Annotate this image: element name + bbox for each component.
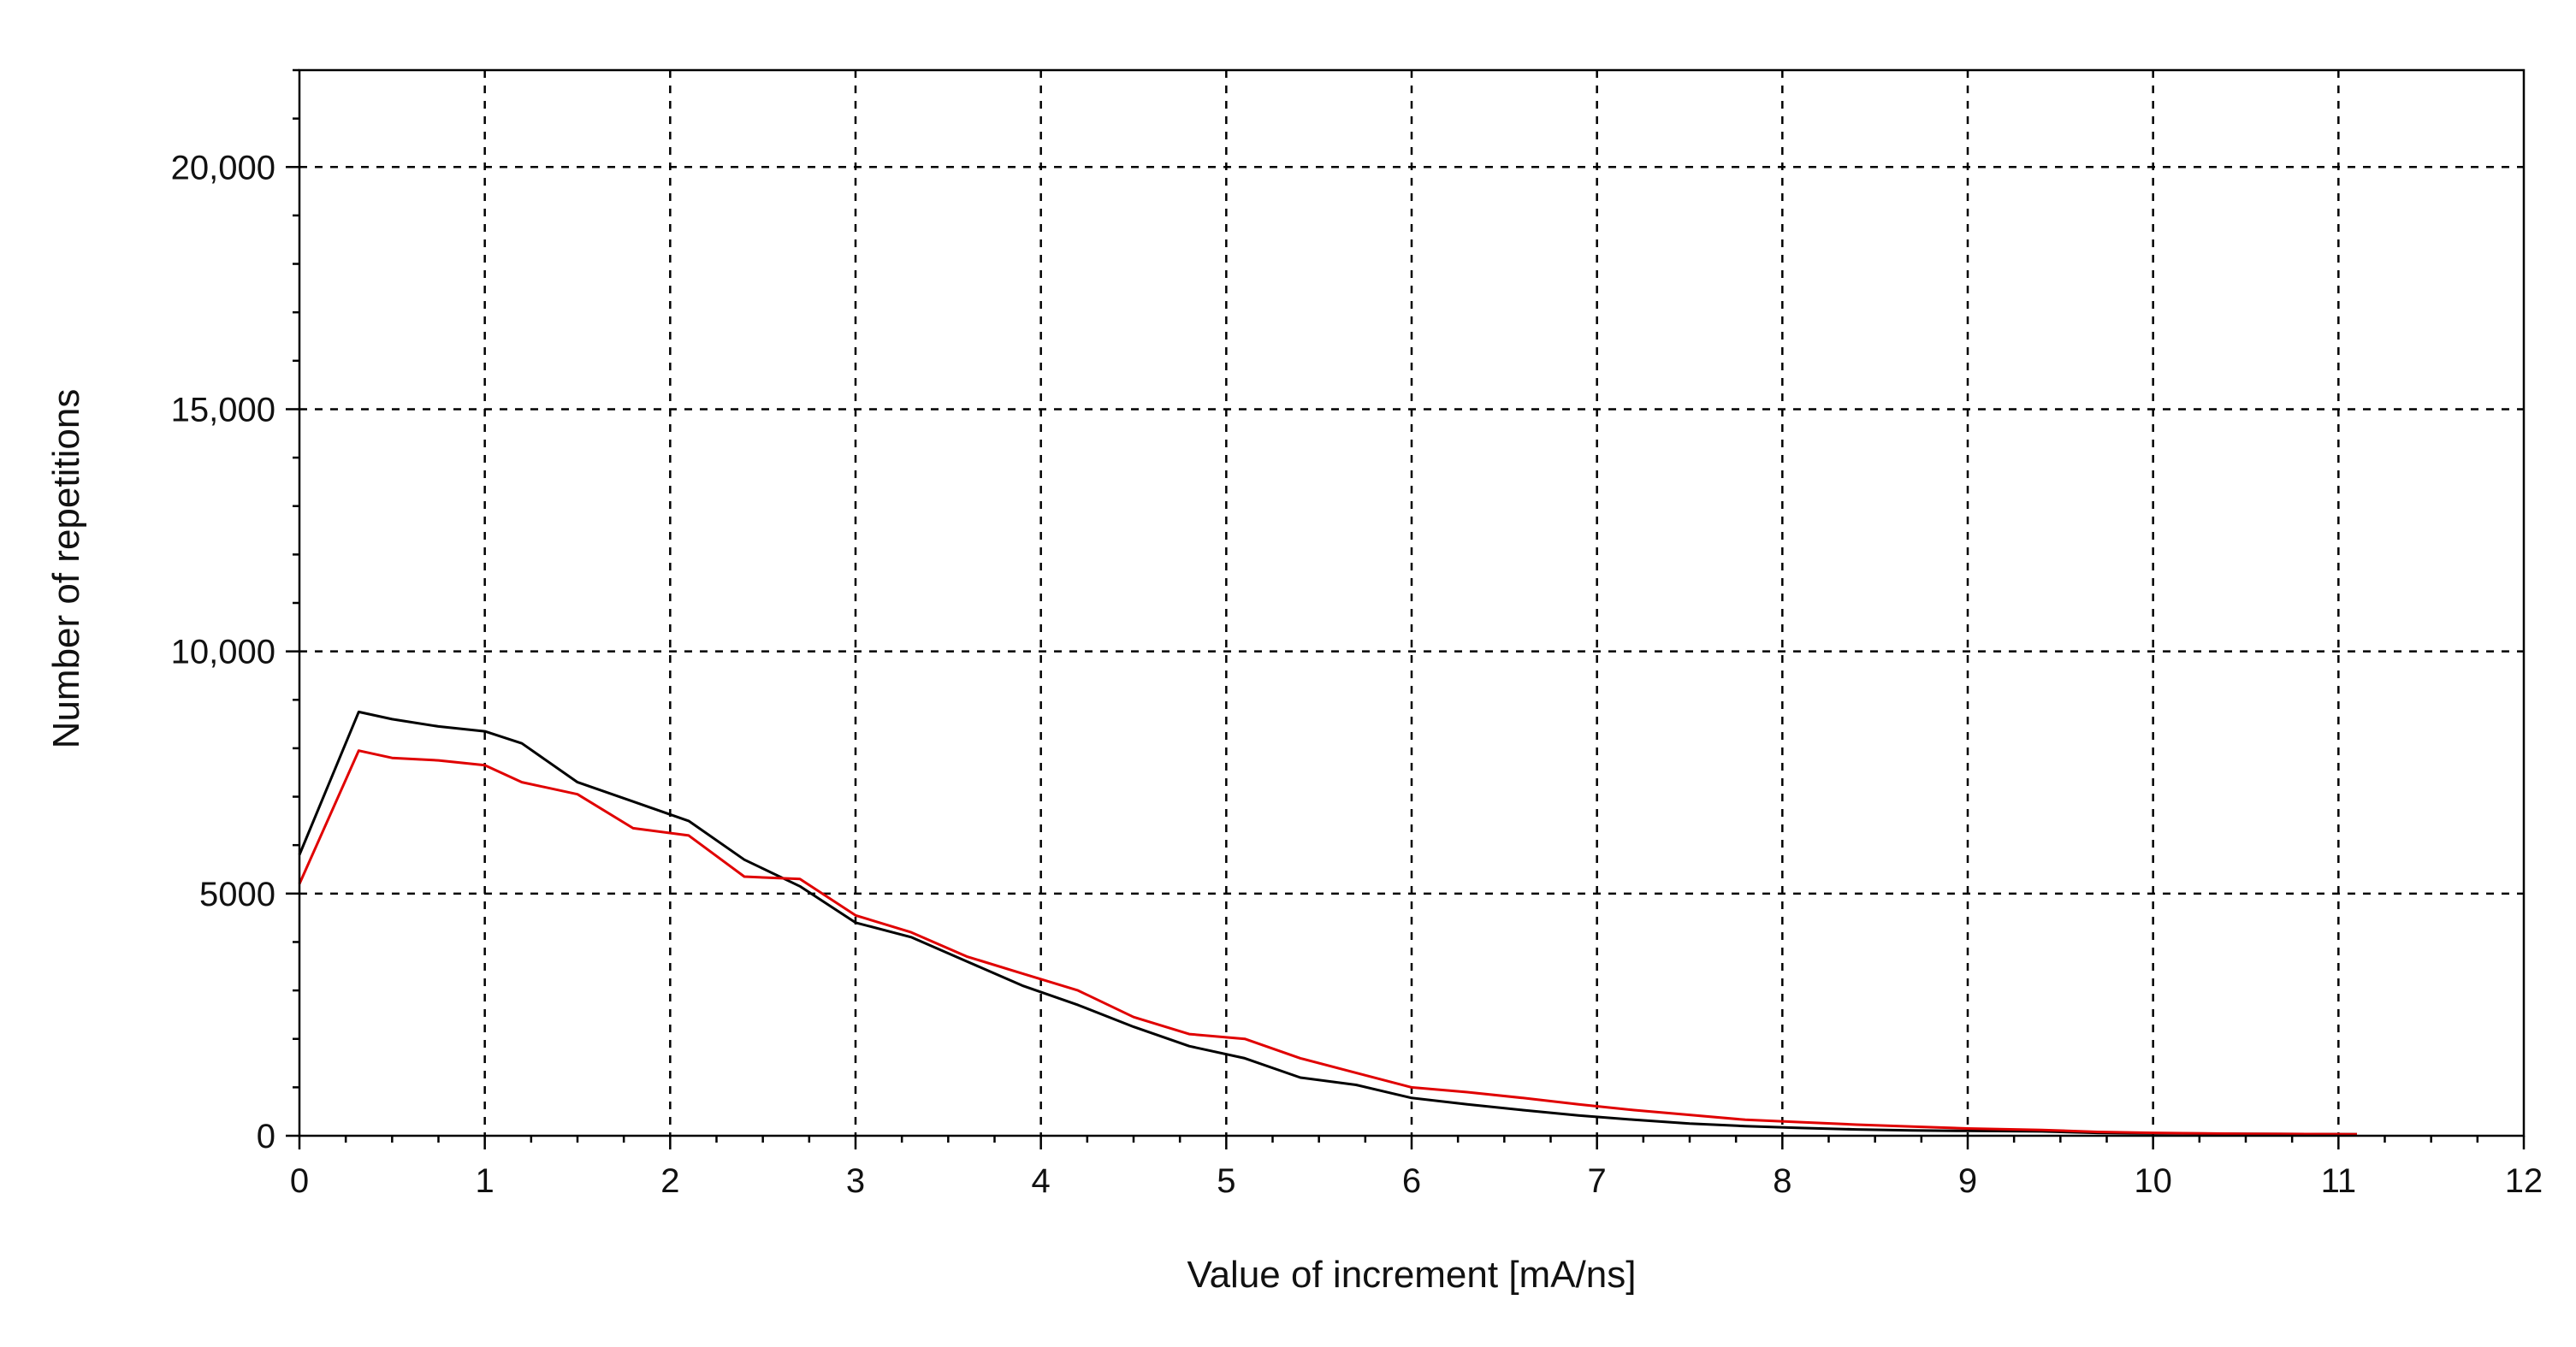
x-tick-labels: 0 1 2 3 4 5 6 7 8 9 10 11 12: [290, 1162, 2543, 1200]
x-tick-label: 5: [1217, 1162, 1235, 1200]
x-tick-label: 11: [2321, 1162, 2357, 1200]
x-tick-label: 6: [1402, 1162, 1421, 1200]
x-tick-label: 2: [660, 1162, 679, 1200]
series-line-2: [298, 749, 2358, 1136]
minor-tick-marks: [293, 68, 2479, 1143]
major-tick-marks: [286, 166, 2526, 1149]
x-tick-label: 3: [846, 1162, 865, 1200]
x-tick-label: 8: [1773, 1162, 1791, 1200]
x-tick-label: 0: [290, 1162, 309, 1200]
grid-lines: [299, 70, 2524, 1136]
y-tick-labels: 0 5000 10,000 15,000 20,000: [171, 149, 275, 1155]
plot-frame: [298, 68, 2526, 1137]
x-axis-title: Value of increment [mA/ns]: [1187, 1254, 1637, 1296]
y-tick-label: 5000: [199, 876, 275, 913]
y-tick-label: 10,000: [171, 634, 275, 671]
x-tick-label: 4: [1032, 1162, 1051, 1200]
y-axis-title: Number of repetitions: [45, 389, 87, 749]
series-lines: [298, 710, 2358, 1136]
x-tick-label: 12: [2505, 1162, 2543, 1200]
x-tick-label: 10: [2134, 1162, 2172, 1200]
series-line-1: [298, 710, 2358, 1136]
y-tick-label: 20,000: [171, 149, 275, 186]
x-tick-label: 7: [1588, 1162, 1607, 1200]
x-tick-label: 9: [1958, 1162, 1977, 1200]
x-tick-label: 1: [476, 1162, 494, 1200]
y-tick-label: 0: [257, 1118, 275, 1155]
y-tick-label: 15,000: [171, 391, 275, 428]
